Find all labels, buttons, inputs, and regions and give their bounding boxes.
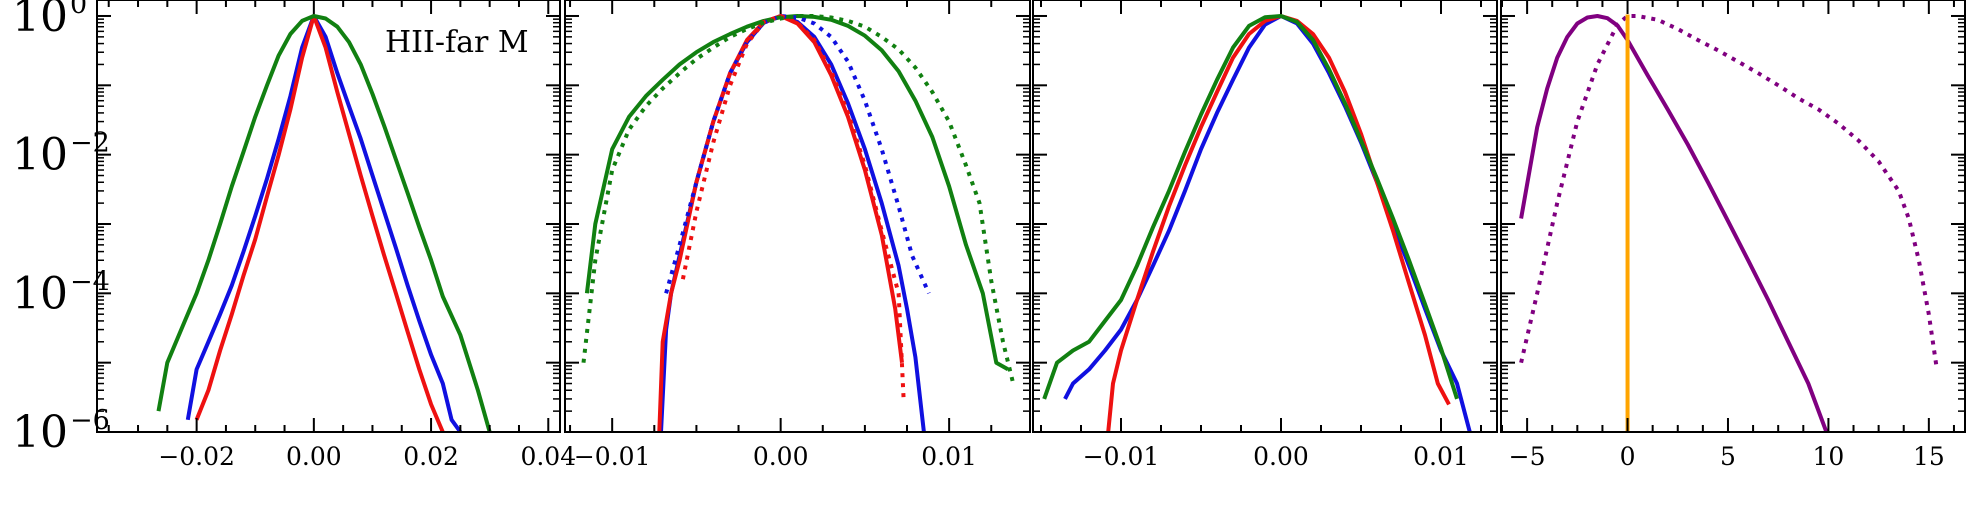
x-tick-label: 10 bbox=[1813, 442, 1845, 471]
x-tick-label: 0.00 bbox=[286, 442, 342, 471]
series-green-solid bbox=[1042, 14, 1459, 400]
series-purple-solid bbox=[1519, 14, 1829, 432]
series-purple-dotted bbox=[1519, 14, 1939, 370]
x-tick-label: −0.01 bbox=[1083, 442, 1160, 471]
x-tick-label: −0.01 bbox=[574, 442, 651, 471]
panels-group: −0.02 0.00 0.02 0.04−0.01 0.00 0.01 −0.01 0.00 0… bbox=[96, 0, 1966, 471]
x-tick-label: 0.00 bbox=[753, 442, 809, 471]
series-green-solid bbox=[584, 14, 1010, 372]
panel-3: −0.01 0.00 0.01 bbox=[1032, 0, 1498, 471]
series-blue-solid bbox=[185, 14, 463, 432]
series-green-solid bbox=[156, 14, 492, 432]
x-tick-label: 0.01 bbox=[1413, 442, 1469, 471]
panel-series bbox=[1519, 14, 1939, 432]
x-tick-label: 0.04 bbox=[520, 442, 576, 471]
y-tick-label: 10 bbox=[12, 407, 68, 458]
series-blue-solid bbox=[1063, 14, 1472, 432]
y-tick-label-exponent: −6 bbox=[70, 405, 110, 436]
panel-series bbox=[156, 14, 492, 432]
series-blue-solid bbox=[659, 14, 926, 432]
panel-frame bbox=[1032, 0, 1498, 433]
series-red-solid bbox=[657, 14, 904, 432]
panel-annotation: HII-far M bbox=[385, 25, 529, 60]
panel-4: −5 0 5 10 15 bbox=[1500, 0, 1966, 471]
x-tick-label: 0.00 bbox=[1253, 442, 1309, 471]
y-tick-label-exponent: −2 bbox=[70, 128, 110, 159]
y-tick-label: 10 bbox=[12, 0, 68, 42]
panel-series bbox=[1042, 14, 1472, 432]
x-tick-label: 0.02 bbox=[403, 442, 459, 471]
panel-frame bbox=[564, 0, 1031, 433]
y-tick-label: 10 bbox=[12, 130, 68, 181]
x-tick-label: −5 bbox=[1509, 442, 1546, 471]
y-tick-label: 10 bbox=[12, 268, 68, 319]
x-tick-label: 15 bbox=[1913, 442, 1945, 471]
panel-series bbox=[581, 14, 1016, 432]
y-tick-label-exponent: 0 bbox=[70, 0, 87, 20]
series-red-dotted bbox=[680, 14, 906, 399]
y-tick-label-exponent: −4 bbox=[70, 266, 110, 297]
panel-1: −0.02 0.00 0.02 0.04 bbox=[96, 0, 576, 471]
panel-frame bbox=[96, 0, 561, 433]
x-tick-label: 0 bbox=[1620, 442, 1636, 471]
x-tick-label: −0.02 bbox=[158, 442, 235, 471]
series-red-solid bbox=[1106, 14, 1451, 432]
series-green-dotted bbox=[581, 14, 1016, 384]
x-tick-label: 0.01 bbox=[921, 442, 977, 471]
series-red-solid bbox=[194, 14, 445, 432]
panel-frame bbox=[1500, 0, 1966, 433]
x-tick-label: 5 bbox=[1720, 442, 1736, 471]
panel-2: −0.01 0.00 0.01 bbox=[564, 0, 1031, 471]
